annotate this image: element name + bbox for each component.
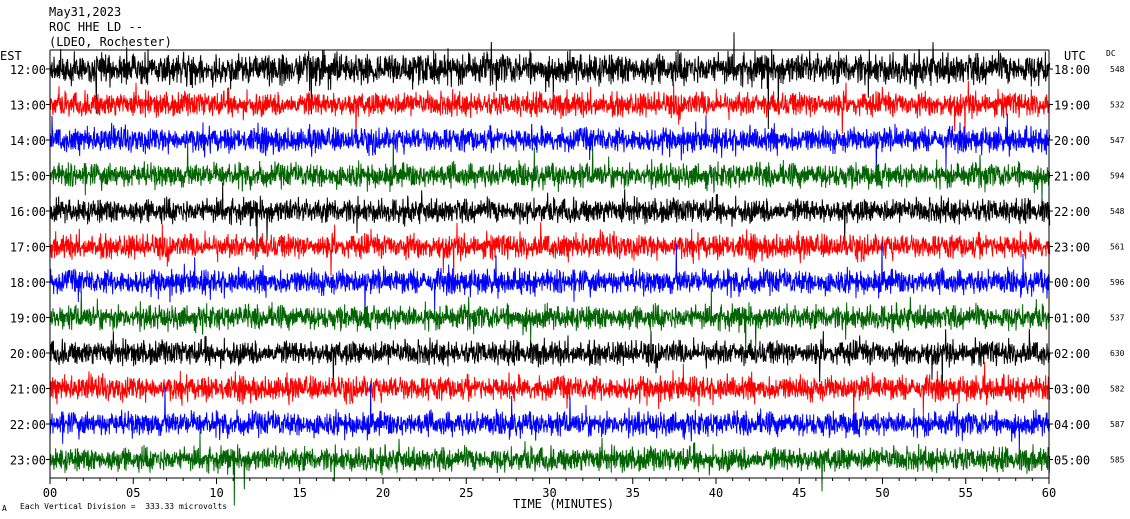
utc-hour-label: 01:00 [1054,312,1090,326]
dc-value-label: 548 [1110,207,1125,216]
est-hour-label: 14:00 [10,134,46,148]
utc-hour-label: 05:00 [1054,454,1090,468]
trace-row-1500 [49,135,1051,201]
utc-hour-label: 00:00 [1054,276,1090,290]
x-tick-label: 10 [209,486,223,500]
est-hour-label: 21:00 [10,383,46,397]
dc-value-label: 630 [1110,349,1125,358]
utc-hour-label: 18:00 [1054,63,1090,77]
x-tick-label: 60 [1042,486,1056,500]
utc-hour-label: 02:00 [1054,347,1090,361]
trace-row-2100 [49,361,1051,430]
dc-value-label: 585 [1110,456,1125,465]
utc-hour-label: 23:00 [1054,241,1090,255]
dc-label: DC [1106,49,1116,58]
utc-hour-label: 20:00 [1054,134,1090,148]
x-tick-label: 00 [43,486,57,500]
trace-row-1800 [49,241,1051,323]
header-date: May31,2023 [49,5,122,19]
x-tick-label: 20 [376,486,390,500]
est-hour-label: 13:00 [10,99,46,113]
x-tick-label: 55 [959,486,973,500]
est-hour-label: 16:00 [10,205,46,219]
est-hour-label: 22:00 [10,418,46,432]
trace-row-1600 [49,182,1051,258]
utc-hour-label: 04:00 [1054,418,1090,432]
x-tick-label: 05 [126,486,140,500]
utc-hour-label: 22:00 [1054,205,1090,219]
x-axis-title: TIME (MINUTES) [513,497,615,511]
scale-note: Each Vertical Division = 333.33 microvol… [20,502,228,511]
trace-row-1900 [49,289,1051,364]
trace-row-1700 [49,222,1051,284]
x-tick-label: 40 [709,486,723,500]
est-label: EST [0,49,22,63]
trace-row-2000 [49,328,1051,391]
est-hour-label: 18:00 [10,276,46,290]
utc-label: UTC [1064,49,1086,63]
utc-hour-label: 03:00 [1054,383,1090,397]
header-station: ROC HHE LD -- [49,20,143,34]
plot-axes [46,49,1053,484]
trace-row-2200 [49,383,1051,450]
est-hour-label: 20:00 [10,347,46,361]
utc-hour-label: 19:00 [1054,99,1090,113]
trace-row-1200 [49,32,1051,130]
x-tick-label: 15 [293,486,307,500]
est-hour-label: 17:00 [10,241,46,255]
dc-value-label: 596 [1110,278,1125,287]
est-hour-label: 12:00 [10,63,46,77]
x-tick-label: 35 [626,486,640,500]
dc-value-label: 537 [1110,314,1125,323]
corner-mark: A [2,504,7,513]
x-tick-label: 30 [542,486,556,500]
dc-value-label: 561 [1110,243,1125,252]
seismic-traces [49,32,1051,506]
header-network: (LDEO, Rochester) [49,35,172,49]
trace-row-1400 [49,113,1051,181]
est-hour-label: 23:00 [10,454,46,468]
dc-value-label: 582 [1110,385,1125,394]
utc-hour-label: 21:00 [1054,170,1090,184]
est-hour-label: 15:00 [10,170,46,184]
dc-value-label: 548 [1110,65,1125,74]
x-tick-label: 45 [792,486,806,500]
dc-value-label: 594 [1110,172,1125,181]
dc-value-label: 532 [1110,101,1125,110]
x-tick-label: 25 [459,486,473,500]
dc-value-label: 547 [1110,136,1125,145]
trace-row-2300 [49,431,1051,506]
trace-row-1300 [49,80,1051,142]
dc-value-label: 587 [1110,420,1125,429]
est-hour-label: 19:00 [10,312,46,326]
x-tick-label: 50 [875,486,889,500]
axis-labels: 00 05 10 15 20 25 30 35 40 45 50 55 60 12:00 18:00 548 1… [10,63,1125,500]
